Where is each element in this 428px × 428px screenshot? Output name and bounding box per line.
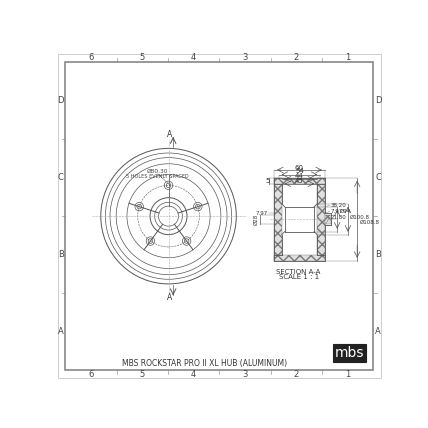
Text: SECTION A-A: SECTION A-A [276, 269, 321, 275]
Text: 5: 5 [140, 370, 145, 379]
Text: B: B [58, 250, 64, 259]
Polygon shape [325, 214, 331, 224]
Text: Ø108.8: Ø108.8 [360, 220, 380, 225]
Text: Ø80.30: Ø80.30 [147, 169, 169, 174]
Text: mbs: mbs [335, 346, 364, 360]
Polygon shape [317, 178, 325, 261]
Polygon shape [274, 255, 325, 261]
Text: 6: 6 [88, 53, 94, 62]
Text: C: C [375, 173, 381, 182]
Text: Ø28: Ø28 [254, 214, 259, 225]
Bar [333, 344, 366, 363]
Text: D: D [375, 96, 381, 105]
Text: 5 HOLES EVENLY SPACED: 5 HOLES EVENLY SPACED [126, 174, 189, 178]
Text: 7.97: 7.97 [256, 211, 268, 216]
Text: 4: 4 [191, 370, 196, 379]
Polygon shape [274, 178, 282, 261]
Text: 3: 3 [242, 53, 248, 62]
Text: B: B [375, 250, 381, 259]
Text: 54: 54 [295, 169, 304, 175]
Text: 4: 4 [191, 53, 196, 62]
Text: 45: 45 [295, 178, 304, 184]
Text: 5: 5 [140, 53, 145, 62]
Text: 7.97: 7.97 [331, 209, 343, 214]
Text: 2: 2 [294, 370, 299, 379]
Text: A: A [166, 130, 172, 139]
Text: 38.20: 38.20 [331, 203, 347, 208]
Text: 1: 1 [345, 370, 350, 379]
Text: 2: 2 [294, 53, 299, 62]
Text: 1: 1 [345, 53, 350, 62]
Text: Ø94: Ø94 [339, 209, 351, 214]
Text: 3: 3 [242, 370, 248, 379]
Text: SCALE 1 : 1: SCALE 1 : 1 [279, 274, 319, 280]
Text: C: C [58, 173, 64, 182]
Text: A: A [166, 293, 172, 302]
Text: 44: 44 [295, 173, 304, 179]
Text: A: A [58, 327, 64, 336]
Text: D: D [57, 96, 64, 105]
Text: Ø100.8: Ø100.8 [350, 214, 370, 220]
Text: 5: 5 [266, 178, 270, 184]
Text: 21.80: 21.80 [331, 215, 347, 220]
Text: A: A [375, 327, 381, 336]
Polygon shape [274, 178, 325, 184]
Text: MBS ROCKSTAR PRO II XL HUB (ALUMINUM): MBS ROCKSTAR PRO II XL HUB (ALUMINUM) [122, 359, 288, 368]
Text: 6: 6 [88, 370, 94, 379]
Text: 60: 60 [295, 165, 304, 171]
